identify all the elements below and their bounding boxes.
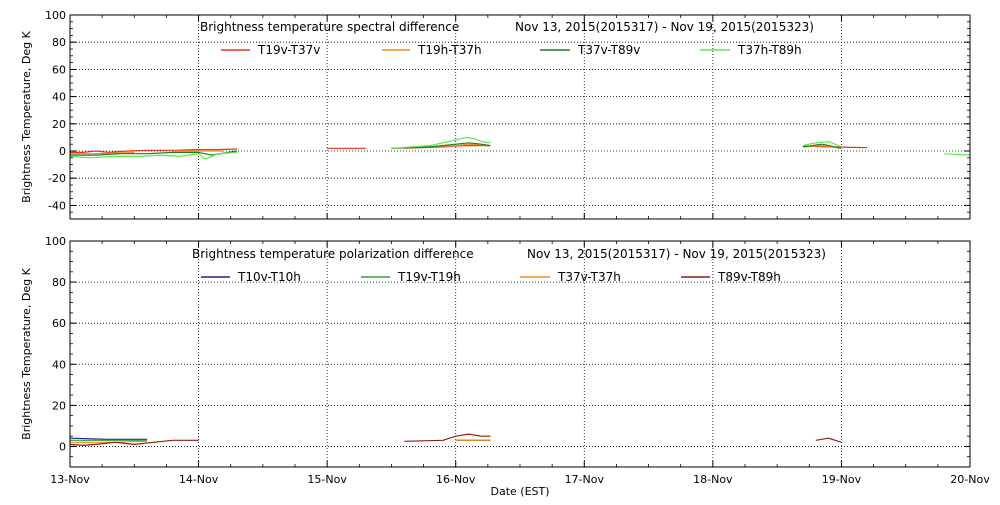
- y-axis-title: Brightness Temperature, Deg K: [20, 267, 33, 439]
- x-tick-label: 19-Nov: [822, 473, 862, 486]
- legend-label-t10v-t10h: T10v-T10h: [237, 270, 301, 284]
- legend-label-t19v-t37v: T19v-T37v: [257, 43, 320, 57]
- panel-date-range: Nov 13, 2015(2015317) - Nov 19, 2015(201…: [515, 20, 814, 34]
- legend-label-t37v-t37h: T37v-T37h: [557, 270, 621, 284]
- y-tick-label: -20: [48, 172, 66, 185]
- y-tick-label: 0: [59, 440, 66, 453]
- y-tick-label: 40: [52, 91, 66, 104]
- y-tick-label: 80: [52, 276, 66, 289]
- series-line-t37h-t89h: [69, 136, 971, 160]
- x-tick-label: 17-Nov: [565, 473, 605, 486]
- panel-date-range: Nov 13, 2015(2015317) - Nov 19, 2015(201…: [527, 247, 826, 261]
- x-tick-label: 20-Nov: [950, 473, 990, 486]
- x-tick-label: 16-Nov: [436, 473, 476, 486]
- legend-label-t19v-t19h: T19v-T19h: [397, 270, 461, 284]
- y-tick-label: 60: [52, 317, 66, 330]
- y-tick-label: 0: [59, 145, 66, 158]
- y-tick-label: 40: [52, 358, 66, 371]
- plot-area: -40 -20 0 20 40 60 80 100 Brightness Temperature…: [20, 9, 990, 486]
- x-tick-label: 13-Nov: [50, 473, 90, 486]
- y-tick-label: 20: [52, 399, 66, 412]
- y-tick-label: 100: [45, 9, 66, 22]
- chart-panel-2: 0 20 40 60 80 100 13-Nov 14-Nov 15-Nov 16-Nov 17-N…: [20, 235, 990, 486]
- panel-title: Brightness temperature spectral differen…: [200, 20, 459, 34]
- chart-panel-1: -40 -20 0 20 40 60 80 100 Brightness Temperature…: [20, 9, 971, 220]
- y-tick-label: 60: [52, 63, 66, 76]
- y-axis-title: Brightness Temperature, Deg K: [20, 30, 33, 202]
- x-tick-label: 14-Nov: [179, 473, 219, 486]
- y-tick-label: -40: [48, 199, 66, 212]
- legend-label-t19h-t37h: T19h-T37h: [417, 43, 482, 57]
- legend-label-t89v-t89h: T89v-T89h: [717, 270, 781, 284]
- y-tick-label: 80: [52, 36, 66, 49]
- x-axis-title: Date (EST): [490, 485, 549, 498]
- panel-title: Brightness temperature polarization diff…: [192, 247, 474, 261]
- x-tick-label: 15-Nov: [307, 473, 347, 486]
- legend-label-t37h-t89h: T37h-T89h: [737, 43, 802, 57]
- x-tick-label: 18-Nov: [693, 473, 733, 486]
- y-tick-label: 100: [45, 235, 66, 248]
- y-tick-label: 20: [52, 118, 66, 131]
- legend-label-t37v-t89v: T37v-T89v: [577, 43, 640, 57]
